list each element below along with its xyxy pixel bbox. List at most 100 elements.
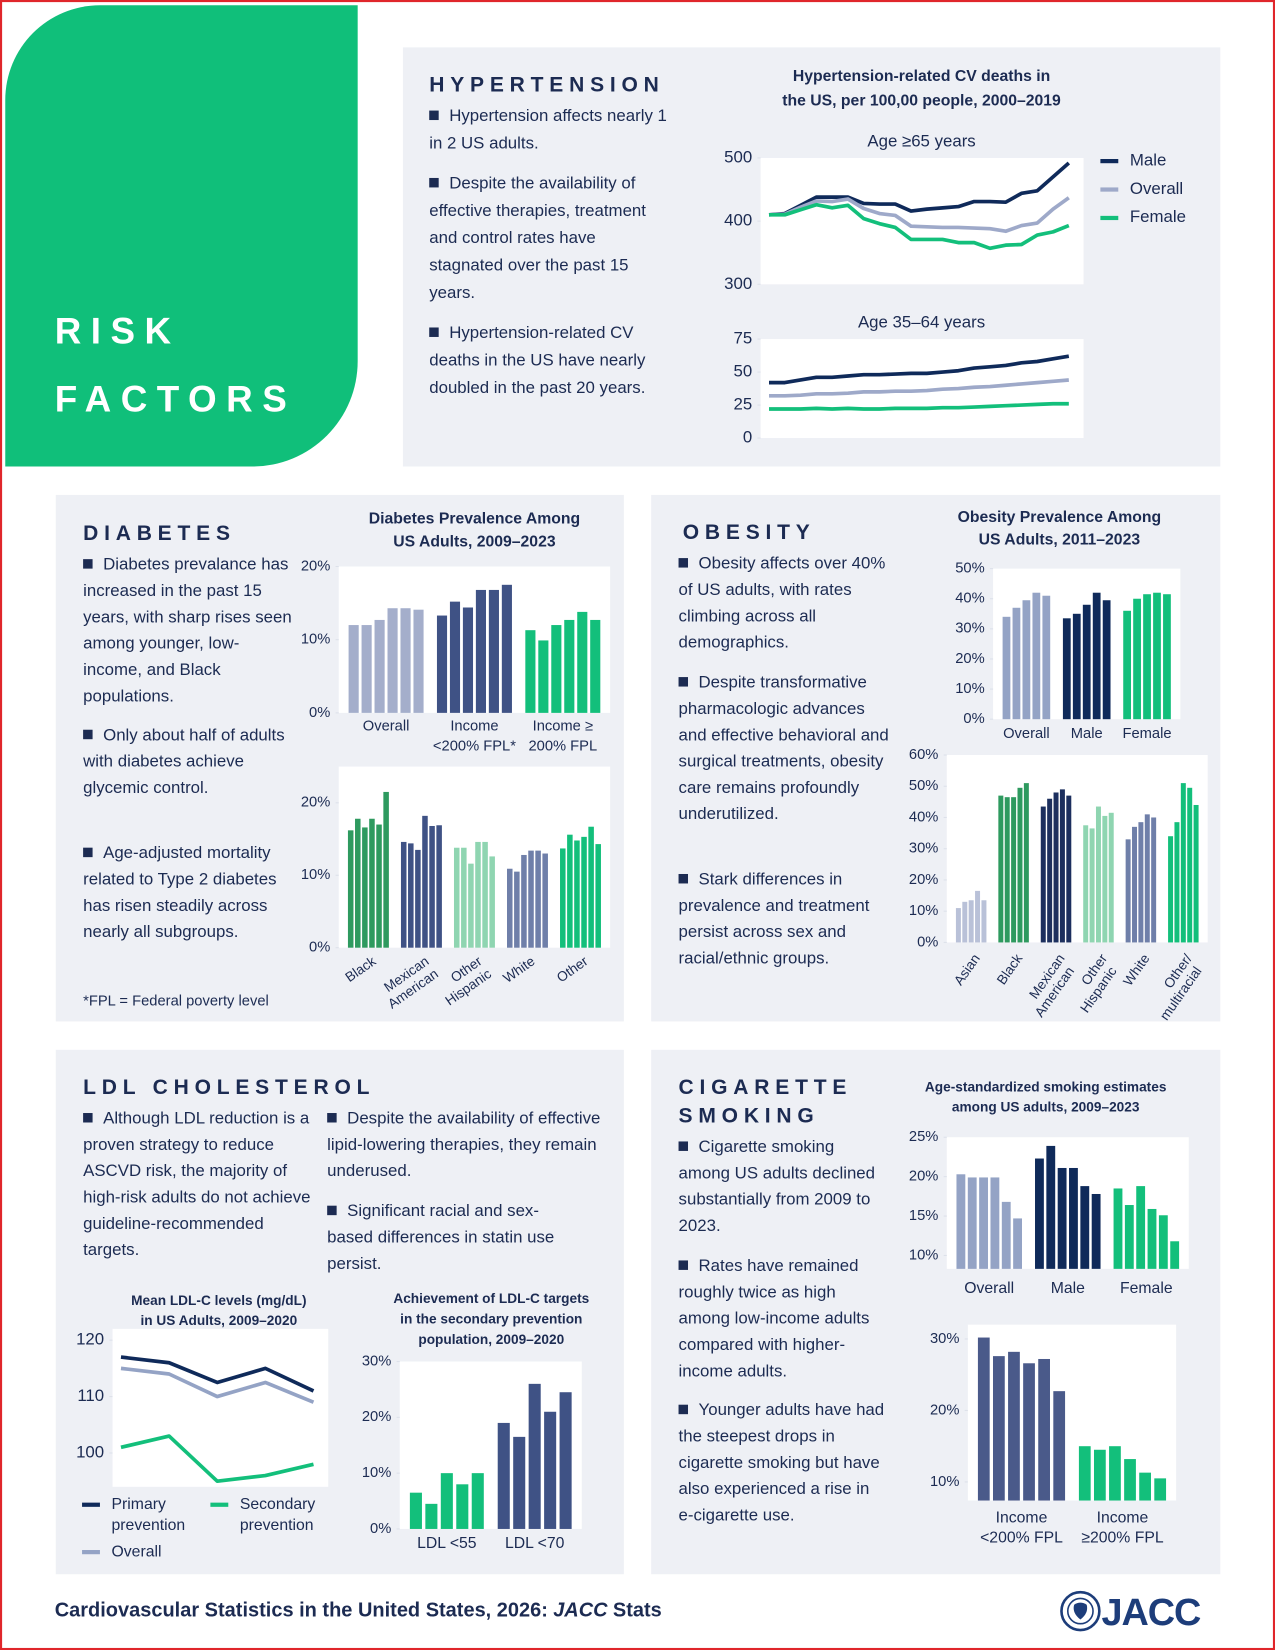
bar	[1062, 618, 1071, 720]
legend-label: Overall	[1129, 180, 1184, 198]
bar	[475, 841, 481, 948]
bar	[1158, 1215, 1168, 1269]
bar	[990, 1177, 1000, 1269]
line-series	[769, 378, 1069, 398]
y-tick-label: 100	[76, 1442, 104, 1461]
bar	[1023, 783, 1029, 943]
bar	[362, 827, 368, 948]
group-label: Income	[450, 718, 498, 734]
chart-title: US Adults, 2011–2023	[979, 531, 1141, 548]
y-tick-label: 0	[743, 427, 752, 446]
bar	[1089, 828, 1095, 943]
bar	[348, 625, 359, 713]
bar	[1066, 795, 1072, 943]
line-series	[769, 202, 1070, 251]
bullet: Hypertension-related CV deaths in the US…	[429, 320, 669, 402]
bar	[1170, 1241, 1180, 1269]
y-tick-label: 30%	[955, 621, 984, 637]
line-series	[768, 196, 1070, 234]
legend-item: Primary prevention	[82, 1494, 211, 1536]
y-tick-label: 10%	[301, 867, 330, 883]
bar	[422, 815, 428, 948]
y-tick-label: 25%	[909, 1129, 938, 1145]
bar	[528, 850, 534, 948]
bullet: Despite transformative pharmacologic adv…	[678, 670, 889, 828]
bar	[542, 853, 548, 948]
bar	[369, 818, 375, 948]
bullet-marker	[327, 1205, 337, 1216]
bar	[1053, 792, 1059, 943]
side-title-line: FACTORS	[54, 379, 297, 421]
bar	[425, 1503, 438, 1529]
bar	[588, 826, 594, 948]
group-label: LDL <70	[505, 1535, 565, 1552]
bar	[468, 863, 474, 948]
bullet-text: Despite transformative pharmacologic adv…	[678, 673, 889, 824]
bullet-marker	[678, 677, 689, 687]
bar	[347, 830, 354, 948]
bar	[400, 608, 411, 713]
y-tick-label: 0%	[963, 711, 984, 727]
bullet-marker	[327, 1113, 337, 1123]
bar	[1168, 836, 1174, 943]
bar	[1125, 839, 1131, 943]
section-heading: CIGARETTE SMOKING	[678, 1076, 853, 1128]
chart-title: in US Adults, 2009–2020	[140, 1313, 297, 1328]
y-tick-label: 20%	[909, 872, 938, 888]
bar	[1059, 789, 1065, 943]
bar	[471, 1473, 484, 1529]
bar	[1093, 1449, 1106, 1501]
bar	[998, 795, 1004, 943]
group-label: White	[500, 953, 537, 985]
group-label: Female	[1122, 726, 1171, 742]
y-tick-label: 0%	[370, 1521, 391, 1537]
y-tick-label: 500	[724, 147, 752, 166]
bullet-marker	[678, 873, 689, 884]
bar	[975, 890, 981, 943]
bar	[408, 843, 414, 948]
y-tick-label: 20%	[955, 651, 984, 667]
bar	[355, 818, 361, 948]
bar	[1001, 1201, 1011, 1269]
bar	[415, 849, 421, 948]
bar	[567, 834, 573, 948]
y-tick-label: 0%	[309, 705, 330, 721]
bullet-marker	[678, 1404, 689, 1415]
y-tick-label: 400	[724, 211, 752, 230]
legend-item: Overall	[82, 1542, 211, 1563]
plot-area	[760, 339, 1084, 439]
y-tick-label: 30%	[362, 1353, 391, 1369]
bullet: Age-adjusted mortality related to Type 2…	[83, 840, 293, 945]
bar	[453, 847, 460, 948]
bullet-text: Younger adults have had the steepest dro…	[678, 1401, 885, 1525]
group-label: Male	[1051, 1280, 1085, 1297]
bullet-marker	[678, 558, 689, 568]
y-tick-label: 20%	[301, 558, 330, 574]
plot-area	[946, 755, 1208, 943]
bar	[1153, 592, 1161, 720]
group-label: White	[1120, 951, 1152, 988]
bar	[461, 847, 467, 948]
group-label: Overall	[363, 718, 410, 734]
line-series	[120, 1434, 314, 1484]
bar	[449, 601, 461, 713]
bar	[488, 589, 499, 713]
bar	[1092, 592, 1101, 720]
footnote: *FPL = Federal poverty level	[83, 991, 269, 1009]
legend-swatch	[1100, 187, 1119, 192]
bar	[1083, 825, 1089, 943]
bar	[577, 611, 588, 713]
bullet-text: Significant racial and sex-based differe…	[327, 1202, 555, 1274]
bar	[409, 1492, 422, 1529]
bullet-text: Cigarette smoking among US adults declin…	[678, 1138, 876, 1236]
y-tick-label: 0%	[309, 940, 330, 956]
line-series	[120, 1366, 315, 1404]
section-heading: OBESITY	[682, 521, 816, 545]
group-label: <200% FPL*	[433, 738, 516, 754]
bar	[1102, 815, 1108, 943]
chart-title: Achievement of LDL-C targets	[393, 1291, 589, 1306]
bullet-text: Hypertension affects nearly 1 in 2 US ad…	[429, 107, 667, 153]
plot-area	[760, 157, 1084, 285]
